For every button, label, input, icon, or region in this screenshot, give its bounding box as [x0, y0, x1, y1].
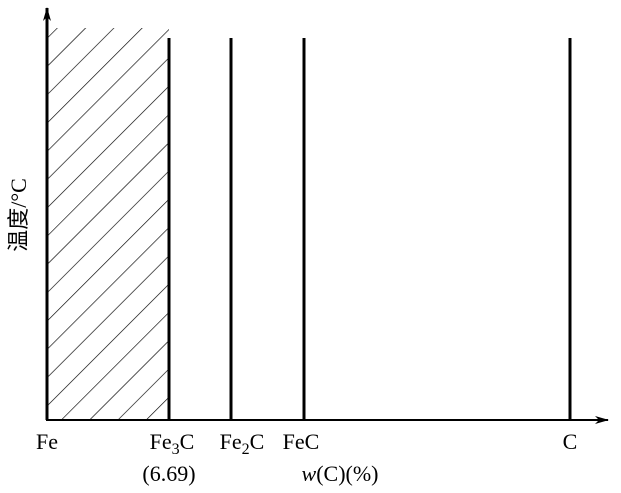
- text-part: (C)(%): [316, 461, 378, 486]
- text-part: Fe: [36, 429, 58, 454]
- x-label: FeC: [283, 429, 320, 454]
- text-part: Fe: [220, 429, 242, 454]
- x-label: Fe2C: [220, 429, 265, 458]
- x-label: Fe: [36, 429, 58, 454]
- text-part: Fe: [150, 429, 172, 454]
- x-label: C: [563, 429, 578, 454]
- text-part: C: [180, 429, 195, 454]
- x-axis-label: w(C)(%): [302, 461, 379, 486]
- hatched-region: [47, 28, 169, 420]
- text-part: FeC: [283, 429, 320, 454]
- text-part: C: [563, 429, 578, 454]
- text-part: 3: [172, 441, 180, 458]
- text-part: 2: [242, 441, 250, 458]
- y-axis-label: 温度/°C: [6, 178, 31, 252]
- x-label-note: (6.69): [142, 461, 195, 486]
- x-label: Fe3C: [150, 429, 195, 458]
- text-part: C: [250, 429, 265, 454]
- text-part: w: [302, 461, 317, 486]
